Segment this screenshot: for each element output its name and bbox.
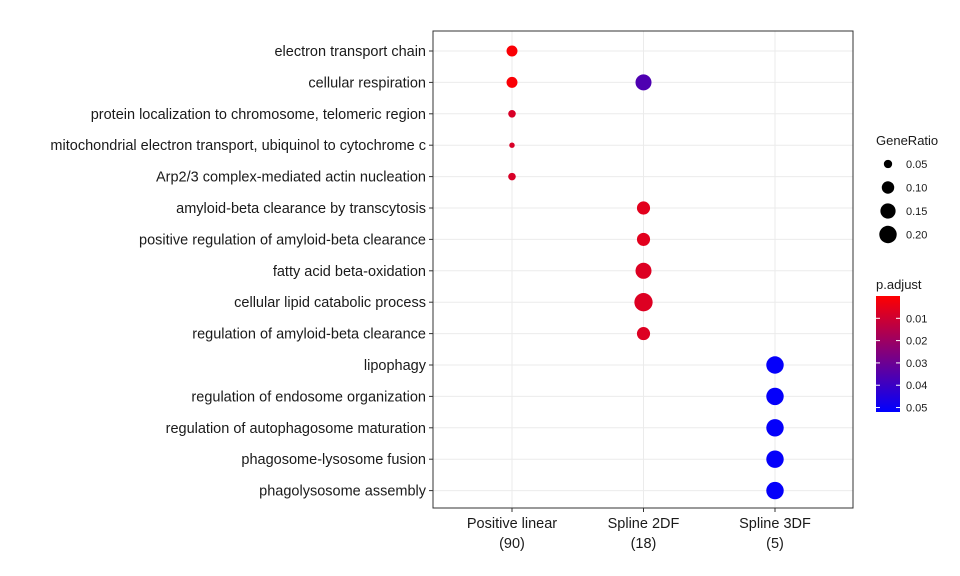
legend-size-dot	[880, 203, 896, 219]
legend-size-dot	[879, 225, 897, 244]
point-spline-2df-cellular-respiration	[635, 74, 652, 91]
point-spline-3df-phagosome-lysosome-fusion	[766, 450, 784, 468]
y-tick-label: regulation of autophagosome maturation	[166, 421, 426, 437]
y-tick-label: regulation of endosome organization	[191, 389, 426, 405]
x-axis: Positive linear (90) Spline 2DF (18) Spline …	[467, 508, 811, 552]
point-spline-2df-amyloid-beta-clearance-by-transcytosis	[636, 201, 651, 215]
y-tick-label: phagosome-lysosome fusion	[241, 452, 426, 468]
legend-padjust-label: 0.04	[906, 380, 927, 392]
x-tick-sublabel: (90)	[499, 536, 525, 552]
legend-padjust-title: p.adjust	[876, 277, 922, 292]
colorbar	[876, 296, 900, 412]
x-tick-label: Spline 2DF	[608, 516, 680, 532]
y-tick-label: Arp2/3 complex-mediated actin nucleation	[156, 170, 426, 186]
point-spline-2df-cellular-lipid-catabolic-process	[634, 293, 653, 312]
x-tick-label: Spline 3DF	[739, 516, 811, 532]
legend-padjust-label: 0.02	[906, 336, 927, 348]
point-positive-linear-protein-localization-to-chromosome-telomeric-region	[508, 110, 516, 118]
legend-size-dot	[881, 181, 895, 194]
legend-size-label: 0.05	[906, 159, 927, 171]
legend-size-dot	[883, 159, 893, 169]
legend-size-label: 0.10	[906, 183, 927, 195]
y-tick-label: positive regulation of amyloid-beta clea…	[139, 232, 426, 248]
y-tick-label: electron transport chain	[274, 44, 426, 60]
y-tick-label: cellular lipid catabolic process	[234, 295, 426, 311]
point-spline-2df-regulation-of-amyloid-beta-clearance	[636, 327, 651, 341]
point-spline-3df-lipophagy	[766, 356, 784, 374]
x-tick-label: Positive linear	[467, 516, 557, 532]
legend-generatio-title: GeneRatio	[876, 133, 938, 148]
legend-size-label: 0.15	[906, 206, 927, 218]
y-tick-label: regulation of amyloid-beta clearance	[192, 327, 426, 343]
y-tick-label: protein localization to chromosome, telo…	[91, 107, 426, 123]
point-spline-2df-positive-regulation-of-amyloid-beta-clearance	[636, 232, 651, 246]
y-tick-label: phagolysosome assembly	[259, 484, 427, 500]
y-tick-label: amyloid-beta clearance by transcytosis	[176, 201, 426, 217]
x-tick-sublabel: (5)	[766, 536, 784, 552]
point-positive-linear-electron-transport-chain	[506, 45, 518, 57]
point-positive-linear-cellular-respiration	[506, 76, 518, 88]
y-axis: electron transport chain cellular respira…	[50, 44, 433, 500]
y-tick-label: fatty acid beta-oxidation	[273, 264, 426, 280]
legend-padjust-label: 0.05	[906, 403, 927, 415]
legend-generatio: GeneRatio 0.05 0.10 0.15 0.20	[876, 133, 938, 244]
data-points	[506, 45, 784, 500]
y-tick-label: mitochondrial electron transport, ubiqui…	[50, 138, 426, 154]
point-spline-3df-regulation-of-autophagosome-maturation	[766, 419, 784, 437]
legend-padjust-label: 0.03	[906, 358, 927, 370]
legend-padjust-label: 0.01	[906, 313, 927, 325]
point-spline-2df-fatty-acid-beta-oxidation	[635, 262, 652, 279]
point-spline-3df-regulation-of-endosome-organization	[766, 387, 784, 406]
x-tick-sublabel: (18)	[631, 536, 657, 552]
legend-padjust: p.adjust 0.01 0.02 0.03 0.04 0.05	[876, 277, 927, 415]
y-tick-label: lipophagy	[364, 358, 427, 374]
y-tick-label: cellular respiration	[308, 75, 426, 91]
point-spline-3df-phagolysosome-assembly	[766, 481, 784, 500]
point-positive-linear-mitochondrial-electron-transport-ubiquinol-to-cytochrome-c	[509, 142, 515, 148]
legend-size-label: 0.20	[906, 230, 927, 242]
point-positive-linear-arp2-3-complex-mediated-actin-nucleation	[508, 172, 516, 181]
